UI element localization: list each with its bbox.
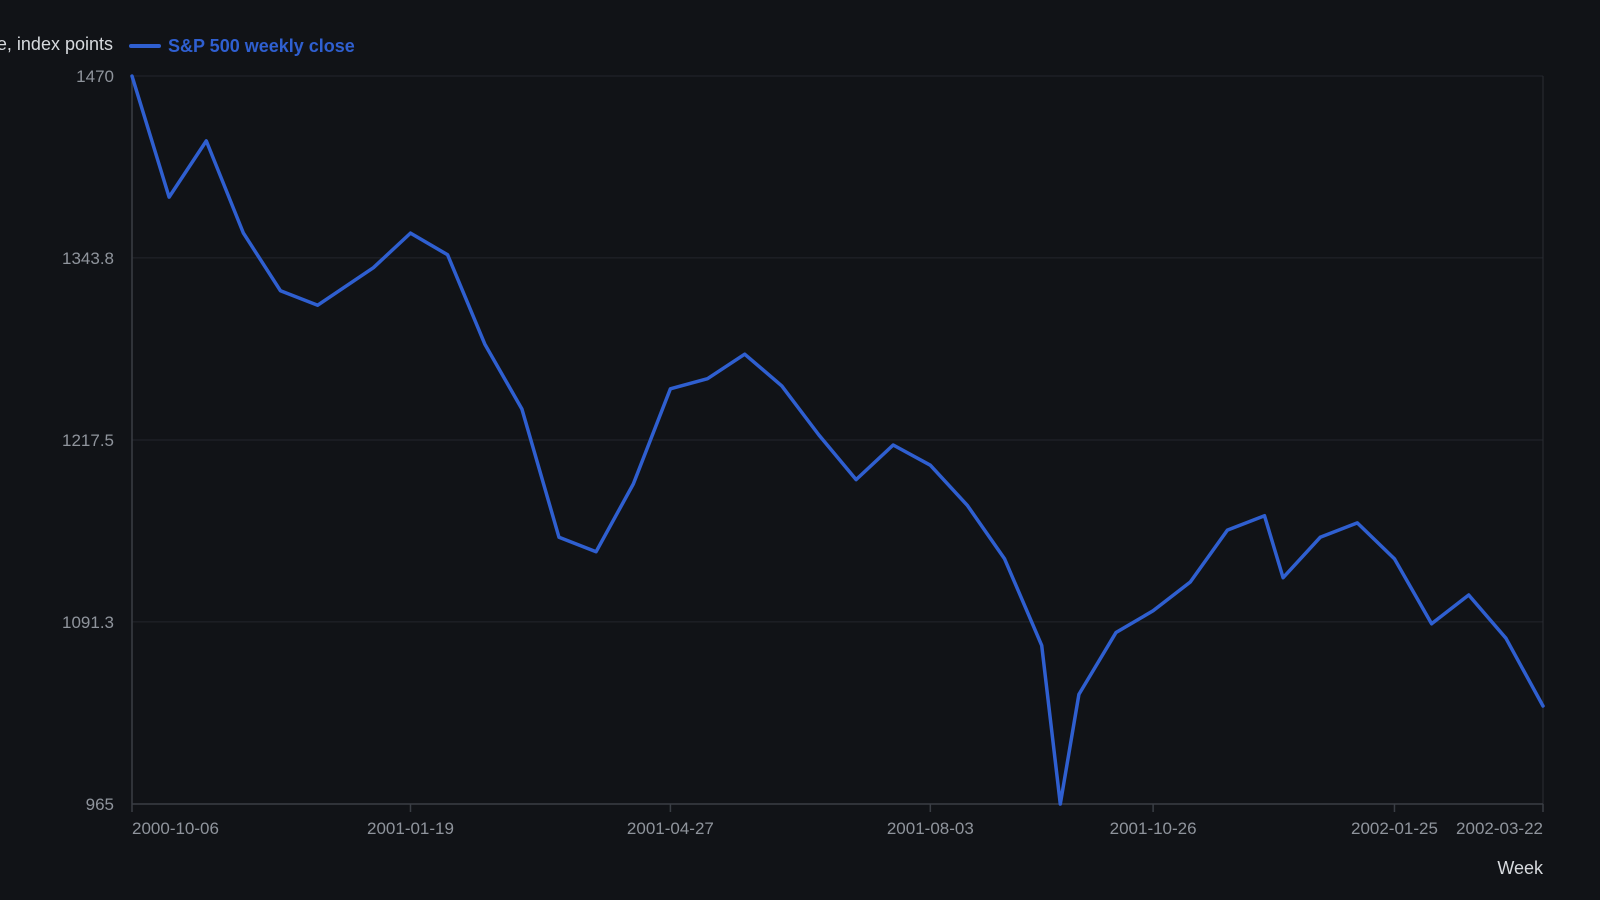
x-axis-title: Week: [1497, 858, 1544, 878]
x-tick-label: 2002-01-25: [1351, 819, 1438, 838]
y-tick-label: 1217.5: [62, 431, 114, 450]
grid: [132, 75, 1544, 805]
legend[interactable]: S&P 500 weekly close: [129, 36, 355, 56]
y-tick-label: 1343.8: [62, 249, 114, 268]
x-tick-label: 2000-10-06: [132, 819, 219, 838]
y-tick-label: 1470: [76, 67, 114, 86]
legend-label: S&P 500 weekly close: [168, 36, 355, 56]
series-layer: [130, 74, 1545, 806]
x-tick-label: 2001-10-26: [1110, 819, 1197, 838]
x-tick-label: 2001-08-03: [887, 819, 974, 838]
y-tick-label: 965: [86, 795, 114, 814]
x-tick-label: 2001-01-19: [367, 819, 454, 838]
y-tick-label: 1091.3: [62, 613, 114, 632]
x-tick-label: 2002-03-22: [1456, 819, 1543, 838]
series-line[interactable]: [130, 74, 1545, 806]
y-axis-title: S&P 500 weekly close, index points: [0, 34, 113, 54]
axes: 1470 1343.8 1217.5 1091.3 965 2000-10-06 2001-…: [62, 67, 1544, 838]
x-tick-label: 2001-04-27: [627, 819, 714, 838]
labels: S&P 500 weekly close, index points Week: [0, 34, 1544, 878]
